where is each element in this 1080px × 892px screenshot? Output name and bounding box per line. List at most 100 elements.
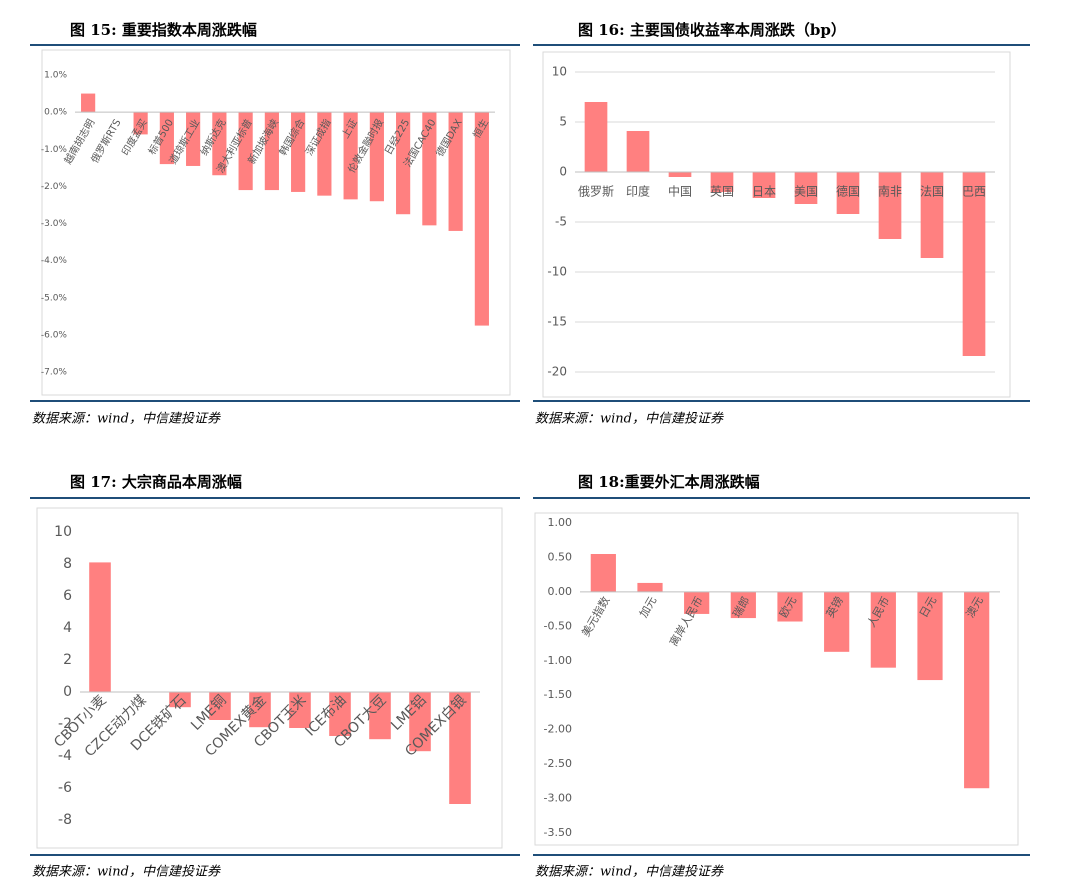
bar — [209, 692, 231, 720]
source-note: 数据来源：wind，中信建投证券 — [535, 412, 724, 427]
y-tick-label: -3.50 — [544, 826, 572, 839]
y-tick-label: 1.0% — [44, 71, 67, 81]
bar — [169, 692, 191, 708]
y-tick-label: 2 — [63, 652, 72, 668]
bar — [920, 172, 944, 258]
bar — [962, 172, 986, 356]
y-tick-label: -1.00 — [544, 654, 572, 667]
x-tick-label: 南非 — [878, 184, 902, 199]
bar — [710, 172, 734, 192]
bar — [730, 591, 756, 619]
bar — [684, 591, 710, 614]
x-tick-label: 中国 — [668, 184, 692, 199]
y-tick-label: -15 — [547, 315, 567, 329]
y-tick-label: 0.50 — [548, 550, 573, 563]
y-tick-label: -2.0% — [41, 182, 68, 192]
bar — [133, 112, 148, 135]
y-tick-label: -5.0% — [41, 293, 68, 303]
bar — [317, 112, 332, 196]
y-tick-label: -2.50 — [544, 757, 572, 770]
x-tick-label: 英国 — [710, 185, 734, 199]
chart-title: 图 16: 主要国债收益率本周涨跌（bp） — [578, 21, 846, 39]
bar — [917, 591, 943, 681]
bar — [81, 93, 96, 113]
y-tick-label: -8 — [58, 812, 72, 828]
chart-title: 图 18:重要外汇本周涨跌幅 — [578, 473, 760, 491]
y-tick-label: 0.0% — [44, 108, 67, 118]
bar — [449, 692, 471, 804]
y-tick-label: 6 — [63, 588, 72, 604]
x-tick-label: 美国 — [794, 185, 818, 199]
x-tick-label: 加元 — [637, 594, 659, 620]
y-tick-label: 0.00 — [548, 585, 573, 598]
bar — [329, 692, 351, 736]
bar — [396, 112, 411, 215]
y-tick-label: -5 — [555, 215, 567, 229]
chart-title: 图 15: 重要指数本周涨跌幅 — [70, 21, 257, 39]
bar — [964, 591, 990, 789]
y-tick-label: -6.0% — [41, 330, 68, 340]
bar — [89, 562, 111, 692]
bar — [777, 591, 803, 622]
x-tick-label: 俄罗斯 — [578, 185, 614, 199]
y-tick-label: -1.50 — [544, 688, 572, 701]
bar — [289, 692, 311, 728]
y-tick-label: -2 — [58, 716, 72, 732]
bar — [291, 112, 306, 192]
y-tick-label: -2.00 — [544, 723, 572, 736]
source-note: 数据来源：wind，中信建投证券 — [535, 865, 724, 880]
bar — [474, 112, 489, 326]
y-tick-label: 4 — [63, 620, 72, 636]
y-tick-label: -1.0% — [41, 145, 68, 155]
x-tick-label: 美元指数 — [578, 594, 612, 639]
bar — [249, 692, 271, 728]
bar — [369, 112, 384, 202]
x-tick-label: 法国 — [920, 185, 944, 199]
x-tick-label: 德国 — [836, 184, 860, 199]
bar — [836, 172, 860, 214]
bar — [752, 172, 776, 198]
y-tick-label: -3.00 — [544, 792, 572, 805]
y-tick-label: -4 — [58, 748, 72, 764]
y-tick-label: 0 — [559, 165, 567, 179]
bar — [637, 582, 663, 592]
y-tick-label: -20 — [547, 365, 567, 379]
chart-frame — [41, 49, 511, 396]
bar — [584, 102, 608, 172]
x-tick-label: 日本 — [752, 185, 776, 199]
y-tick-label: -10 — [547, 265, 567, 279]
y-tick-label: -7.0% — [41, 368, 68, 378]
bar — [369, 692, 391, 740]
source-note: 数据来源：wind，中信建投证券 — [32, 865, 221, 880]
x-tick-label: 巴西 — [962, 185, 986, 199]
bar — [668, 172, 692, 177]
bar — [824, 591, 850, 652]
y-tick-label: 0 — [63, 684, 72, 700]
bar — [870, 591, 896, 668]
y-tick-label: -4.0% — [41, 256, 68, 266]
bar — [238, 112, 253, 191]
y-tick-label: -3.0% — [41, 219, 68, 229]
bar — [264, 112, 279, 191]
chart-title: 图 17: 大宗商品本周涨幅 — [70, 473, 242, 491]
x-tick-label: 印度 — [626, 184, 650, 199]
y-tick-label: -6 — [58, 780, 72, 796]
bar — [186, 112, 201, 166]
source-note: 数据来源：wind，中信建投证券 — [32, 412, 221, 427]
bar — [626, 131, 650, 172]
bar — [159, 112, 174, 165]
bar — [212, 112, 227, 176]
y-tick-label: 1.00 — [548, 516, 573, 529]
bar — [422, 112, 437, 226]
y-tick-label: 5 — [559, 115, 567, 129]
chart-frame — [534, 512, 1019, 846]
bar — [794, 172, 818, 204]
chart-frame — [36, 507, 503, 849]
bar — [343, 112, 358, 200]
bar — [878, 172, 902, 239]
bar — [409, 692, 431, 752]
bar — [448, 112, 463, 231]
y-tick-label: 8 — [63, 556, 72, 572]
